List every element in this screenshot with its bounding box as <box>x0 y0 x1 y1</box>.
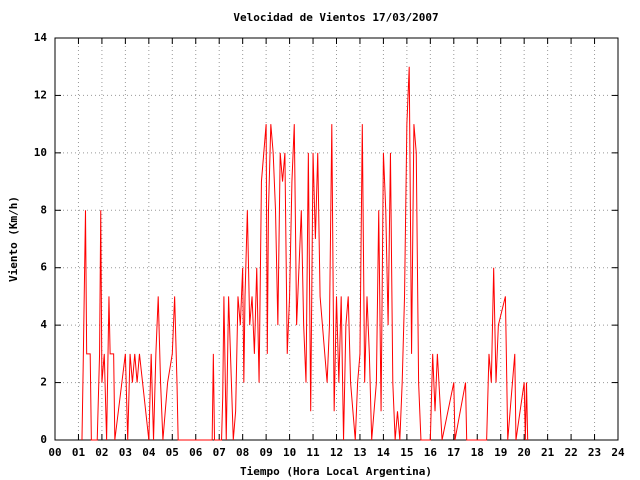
x-tick-label: 12 <box>330 446 343 459</box>
x-tick-label: 17 <box>447 446 460 459</box>
x-tick-label: 04 <box>142 446 156 459</box>
wind-line <box>81 66 529 441</box>
x-tick-label: 13 <box>353 446 366 459</box>
x-tick-label: 08 <box>236 446 249 459</box>
y-tick-label: 10 <box>34 146 47 159</box>
x-tick-label: 22 <box>564 446 577 459</box>
y-tick-label: 2 <box>40 376 47 389</box>
y-tick-label: 4 <box>40 318 47 331</box>
plot-frame <box>54 37 619 441</box>
x-tick-label: 02 <box>95 446 108 459</box>
y-tick-label: 8 <box>40 203 47 216</box>
x-tick-label: 14 <box>377 446 391 459</box>
x-tick-label: 10 <box>283 446 296 459</box>
y-tick-label: 0 <box>40 433 47 446</box>
y-axis-label: Viento (Km/h) <box>7 196 20 282</box>
x-tick-label: 06 <box>189 446 203 459</box>
x-tick-label: 24 <box>611 446 625 459</box>
x-tick-label: 07 <box>213 446 226 459</box>
x-tick-label: 01 <box>72 446 86 459</box>
x-tick-label: 11 <box>306 446 320 459</box>
y-tick-label: 12 <box>34 88 47 101</box>
x-tick-label: 05 <box>166 446 179 459</box>
y-tick-label: 14 <box>34 31 48 44</box>
x-tick-label: 03 <box>119 446 132 459</box>
x-tick-label: 20 <box>518 446 531 459</box>
x-axis-label: Tiempo (Hora Local Argentina) <box>240 465 432 478</box>
x-tick-label: 16 <box>424 446 438 459</box>
x-tick-label: 00 <box>48 446 61 459</box>
x-tick-label: 15 <box>400 446 413 459</box>
x-tick-label: 23 <box>588 446 601 459</box>
y-tick-label: 6 <box>40 261 47 274</box>
x-tick-label: 18 <box>471 446 484 459</box>
chart-title: Velocidad de Vientos 17/03/2007 <box>233 11 438 24</box>
x-tick-label: 19 <box>494 446 507 459</box>
x-tick-label: 21 <box>541 446 555 459</box>
x-tick-label: 09 <box>260 446 273 459</box>
